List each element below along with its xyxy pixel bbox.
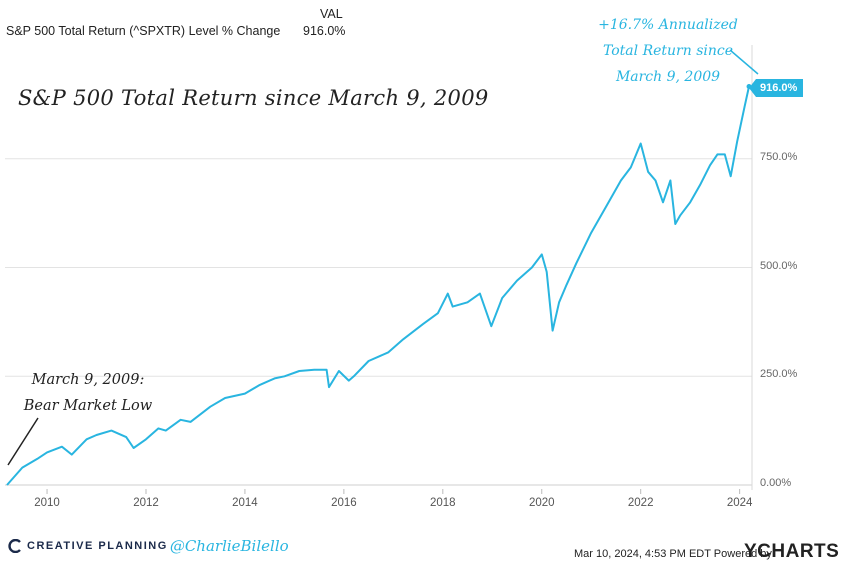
creative-planning-logo-icon	[8, 539, 21, 553]
x-tick-label: 2020	[528, 497, 555, 509]
annotation-line: March 9, 2009:	[31, 372, 145, 388]
last-value-badge: 916.0%	[756, 79, 804, 97]
annotation-line: +16.7% Annualized	[598, 17, 738, 33]
x-tick-label: 2016	[331, 497, 357, 509]
legend-series-name: S&P 500 Total Return (^SPXTR) Level % Ch…	[6, 24, 281, 38]
annotation-line: Bear Market Low	[23, 398, 153, 414]
ycharts-logo[interactable]: YCHARTS	[744, 541, 840, 562]
annotation-line: Total Return since	[602, 43, 733, 59]
x-tick-label: 2024	[726, 497, 753, 509]
y-tick-label: 500.0%	[760, 259, 798, 272]
brand-footer: CREATIVE PLANNING @CharlieBilello	[8, 537, 289, 555]
x-tick-label: 2022	[627, 497, 654, 509]
legend-series-value: 916.0%	[303, 24, 346, 38]
x-tick-label: 2018	[430, 497, 456, 509]
chart-title: S&P 500 Total Return since March 9, 2009	[18, 86, 489, 110]
bear-market-low-annotation: March 9, 2009: Bear Market Low	[14, 367, 162, 419]
x-tick-label: 2012	[133, 497, 159, 509]
brand-name: CREATIVE PLANNING	[27, 540, 168, 552]
annotation-line: March 9, 2009	[615, 69, 721, 85]
annualized-return-annotation: +16.7% Annualized Total Return since Mar…	[568, 12, 768, 90]
y-tick-label: 750.0%	[760, 150, 798, 163]
x-tick-label: 2014	[232, 497, 258, 509]
footer-timestamp: Mar 10, 2024, 4:53 PM EDT Powered by	[574, 548, 772, 560]
series-line	[6, 86, 750, 486]
value-badge-pointer	[749, 79, 756, 97]
bear-low-pointer-line	[7, 417, 39, 466]
author-handle[interactable]: @CharlieBilello	[169, 537, 289, 555]
y-tick-label: 250.0%	[760, 368, 798, 381]
x-tick-label: 2010	[34, 497, 60, 509]
legend-column-header: VAL	[320, 7, 343, 21]
y-tick-label: 0.00%	[760, 477, 792, 489]
annualized-pointer-line	[729, 49, 759, 75]
